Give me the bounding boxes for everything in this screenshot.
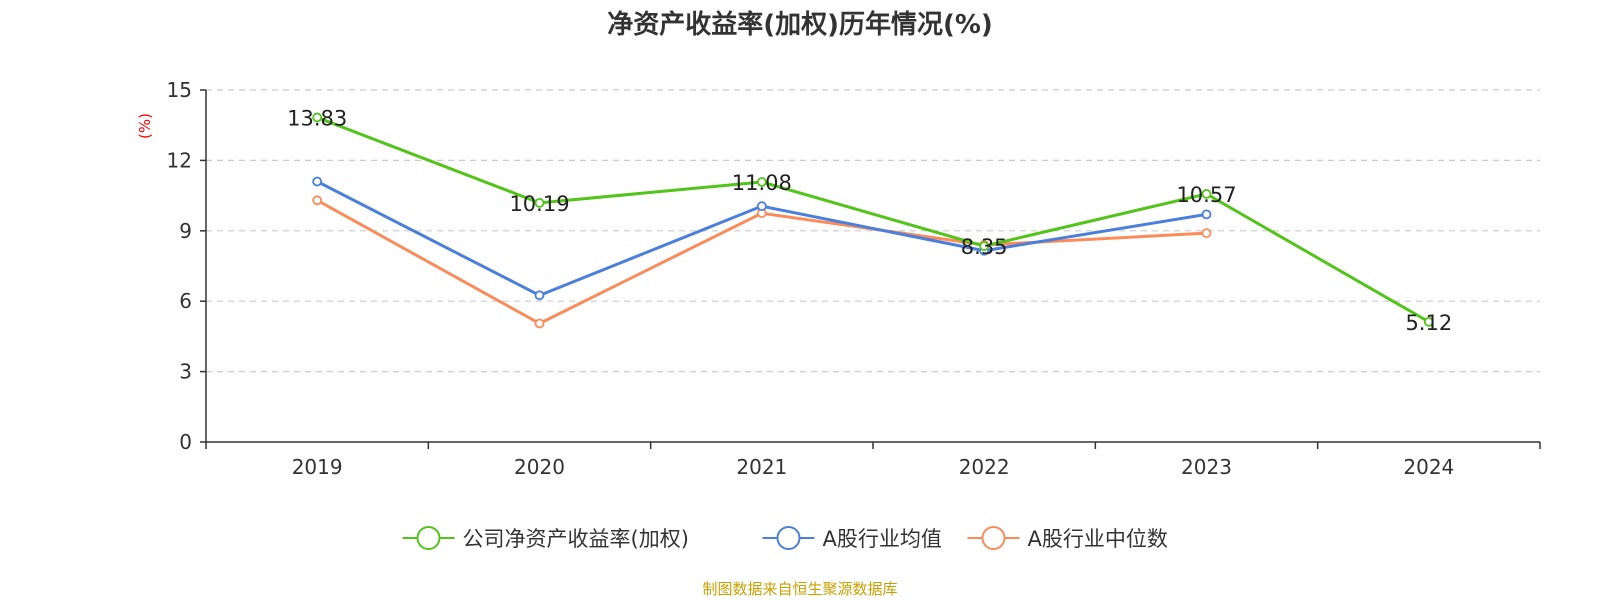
data-point — [979, 241, 990, 251]
series-line — [316, 198, 1207, 325]
y-tick-label: 6 — [179, 289, 192, 313]
data-label: 10.19 — [509, 192, 569, 216]
data-point — [1201, 189, 1212, 199]
data-point — [534, 318, 545, 329]
x-tick-label: 2019 — [292, 455, 343, 479]
data-label: 13.83 — [287, 106, 347, 130]
data-label: 11.08 — [732, 171, 792, 195]
data-point — [312, 112, 323, 123]
y-tick-label: 0 — [179, 430, 192, 454]
series-line — [316, 116, 1430, 324]
legend-label: A股行业中位数 — [1028, 527, 1168, 551]
data-label: 5.12 — [1405, 311, 1452, 335]
legend-label: A股行业均值 — [823, 527, 942, 551]
x-tick-label: 2024 — [1403, 455, 1454, 479]
y-tick-label: 3 — [179, 360, 192, 384]
legend-marker — [416, 526, 441, 550]
legend-label: 公司净资产收益率(加权) — [463, 527, 689, 551]
x-tick-label: 2022 — [959, 455, 1010, 479]
series-line — [316, 180, 1207, 297]
y-tick-label: 15 — [167, 78, 192, 102]
source-note: 制图数据来自恒生聚源数据库 — [702, 580, 898, 598]
data-point — [312, 195, 323, 206]
y-tick-label: 12 — [167, 148, 192, 172]
x-tick-label: 2020 — [514, 455, 565, 479]
data-point — [534, 197, 545, 208]
chart-title: 净资产收益率(加权)历年情况(%) — [607, 10, 993, 40]
x-tick-label: 2023 — [1181, 455, 1232, 479]
y-tick-label: 9 — [179, 219, 192, 243]
data-point — [534, 290, 545, 301]
data-point — [1201, 228, 1212, 239]
x-tick-label: 2021 — [736, 455, 787, 479]
data-point — [756, 201, 767, 212]
data-point — [756, 177, 767, 187]
legend-marker — [776, 526, 801, 550]
y-axis-unit-label: (%) — [136, 113, 154, 139]
data-point — [312, 176, 323, 187]
data-point — [1423, 316, 1434, 327]
legend-marker — [981, 526, 1006, 550]
data-label: 10.57 — [1176, 183, 1236, 207]
data-point — [1201, 209, 1212, 220]
data-label: 8.35 — [961, 235, 1008, 259]
